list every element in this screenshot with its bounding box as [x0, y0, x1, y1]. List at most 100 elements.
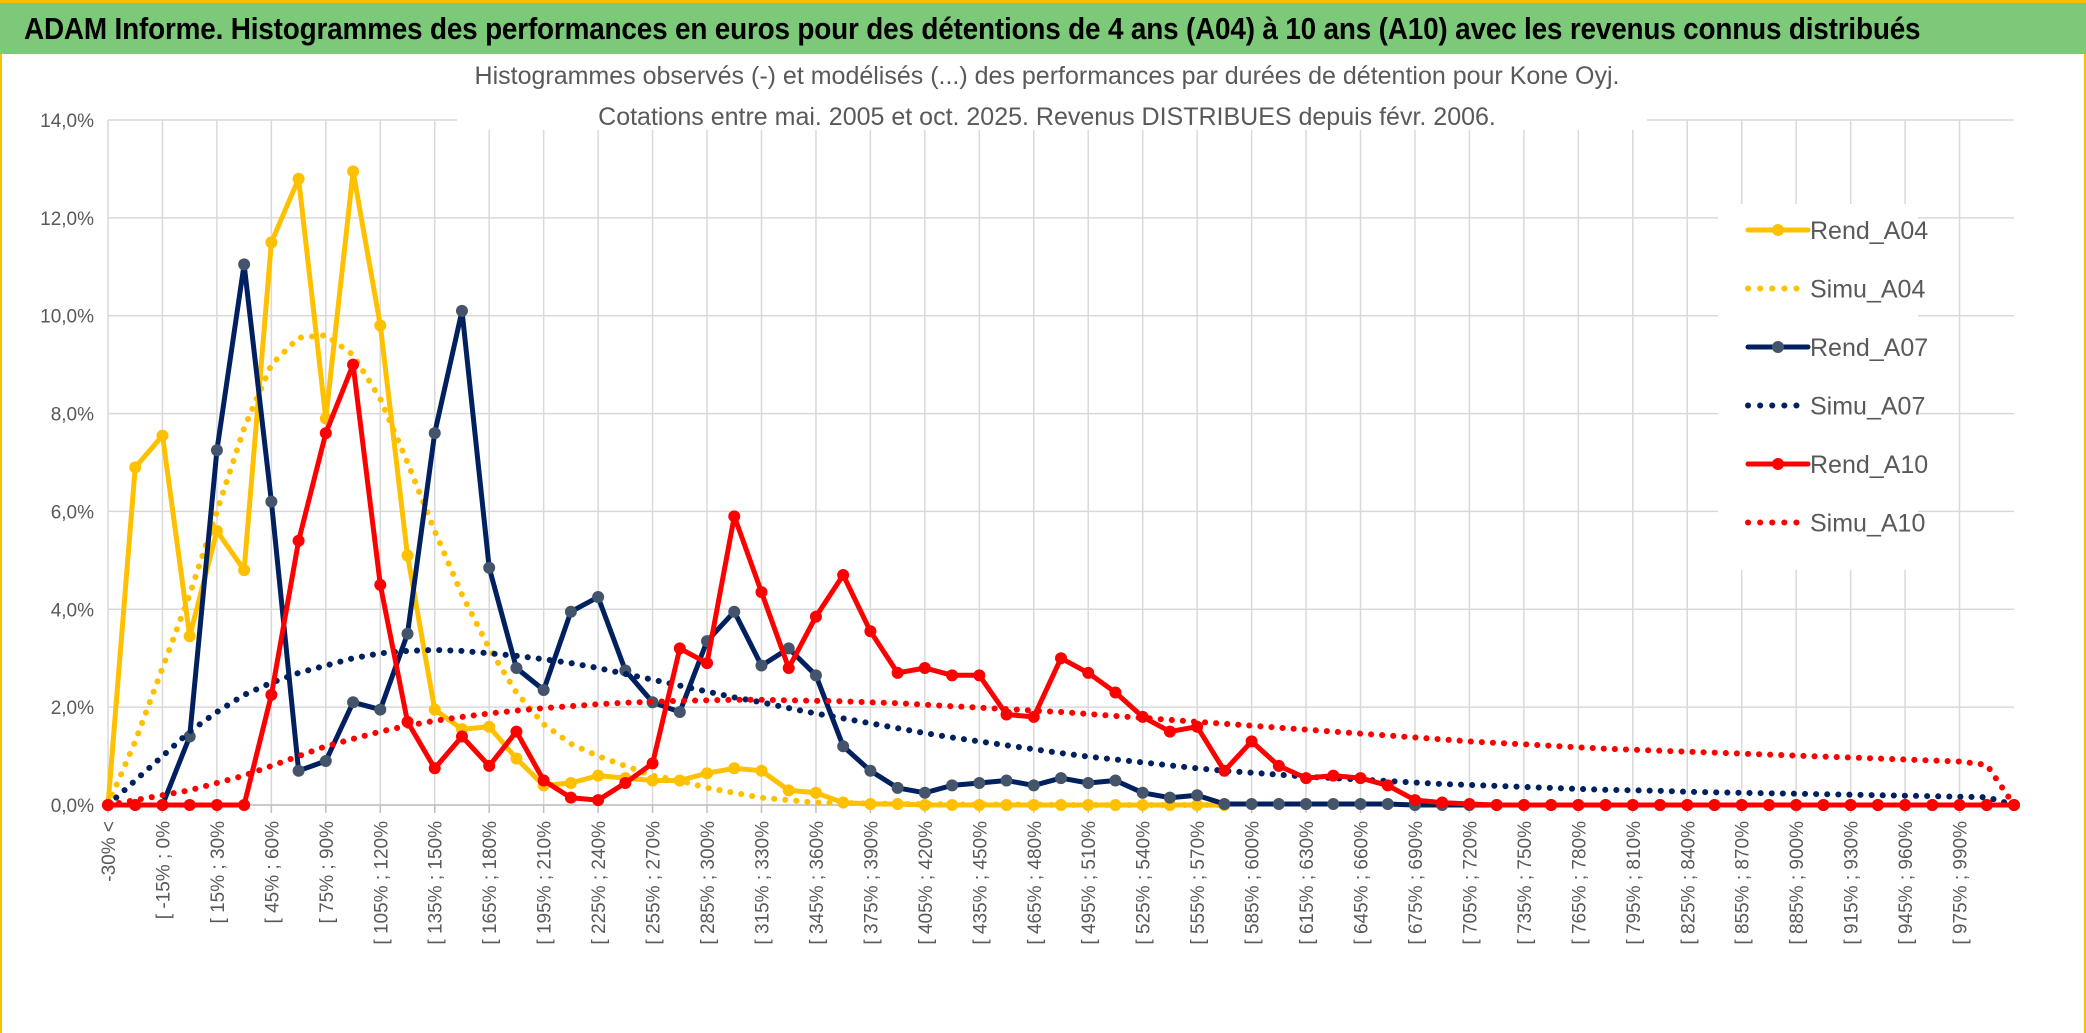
- x-tick-label: [ 135% ; 150%: [426, 821, 447, 945]
- y-tick-label: 12,0%: [40, 209, 94, 230]
- point-rend_a10: [319, 427, 332, 440]
- point-rend_a10: [1463, 798, 1476, 811]
- report-title: ADAM Informe. Histogrammes des performan…: [24, 11, 1921, 46]
- x-tick-label: [ 225% ; 240%: [589, 821, 610, 945]
- y-tick-label: 10,0%: [40, 307, 94, 328]
- x-tick-label: -30% <: [99, 821, 120, 882]
- x-tick-label: [ 495% ; 510%: [1079, 821, 1100, 945]
- point-rend_a10: [1762, 799, 1775, 811]
- point-rend_a07: [1300, 798, 1313, 811]
- point-rend_a10: [1109, 686, 1122, 699]
- point-rend_a10: [809, 610, 822, 623]
- point-rend_a10: [1354, 772, 1367, 785]
- point-rend_a10: [483, 759, 496, 772]
- x-tick-label: [ 255% ; 270%: [644, 821, 665, 945]
- point-rend_a07: [483, 561, 496, 574]
- report-banner: ADAM Informe. Histogrammes des performan…: [0, 0, 2086, 54]
- point-rend_a07: [918, 786, 931, 799]
- point-rend_a10: [1735, 799, 1748, 811]
- point-rend_a07: [510, 662, 523, 674]
- point-rend_a10: [1300, 772, 1313, 785]
- point-rend_a07: [1136, 786, 1149, 799]
- x-tick-label: [ 555% ; 570%: [1188, 821, 1209, 945]
- x-tick-label: [ 705% ; 720%: [1460, 821, 1481, 945]
- point-rend_a07: [837, 740, 850, 753]
- x-tick-label: [ 465% ; 480%: [1025, 821, 1046, 945]
- x-tick-label: [ 105% ; 120%: [371, 821, 392, 945]
- legend-marker-rend_a07: [1772, 341, 1784, 353]
- point-rend_a10: [1790, 799, 1803, 811]
- point-rend_a07: [973, 776, 986, 789]
- point-rend_a10: [347, 358, 360, 371]
- point-rend_a10: [1272, 759, 1285, 772]
- x-tick-label: [ 765% ; 780%: [1569, 821, 1590, 945]
- point-rend_a10: [1381, 779, 1394, 792]
- point-rend_a10: [1218, 764, 1231, 777]
- point-rend_a07: [428, 427, 441, 440]
- x-tick-label: [ 795% ; 810%: [1624, 821, 1645, 945]
- point-rend_a04: [183, 630, 196, 643]
- series-line-simu_a10: [105, 696, 2017, 808]
- legend-label-rend_a04: Rend_A04: [1810, 217, 1928, 245]
- y-tick-label: 2,0%: [51, 698, 94, 719]
- point-rend_a10: [1327, 769, 1340, 782]
- point-rend_a07: [319, 754, 332, 767]
- x-tick-label: [ -15% ; 0%: [153, 821, 174, 919]
- legend-label-simu_a07: Simu_A07: [1810, 393, 1925, 421]
- y-tick-label: 8,0%: [51, 405, 94, 426]
- chart-subtitle: Cotations entre mai. 2005 et oct. 2025. …: [598, 103, 1496, 131]
- point-rend_a04: [156, 429, 169, 442]
- x-tick-label: [ 585% ; 600%: [1243, 821, 1264, 945]
- point-rend_a10: [2008, 799, 2020, 811]
- point-rend_a10: [564, 791, 577, 804]
- point-rend_a07: [1245, 798, 1258, 811]
- x-tick-label: [ 405% ; 420%: [916, 821, 937, 945]
- series-line-simu_a04: [105, 332, 1228, 808]
- point-rend_a10: [1572, 799, 1585, 811]
- point-rend_a07: [1082, 776, 1095, 789]
- point-rend_a10: [1871, 799, 1884, 811]
- point-rend_a04: [701, 767, 714, 780]
- point-rend_a07: [891, 781, 904, 794]
- point-rend_a10: [891, 666, 904, 679]
- y-tick-label: 14,0%: [40, 111, 94, 132]
- point-rend_a10: [455, 730, 468, 743]
- x-tick-label: [ 855% ; 870%: [1733, 821, 1754, 945]
- point-rend_a10: [1926, 799, 1939, 811]
- legend-marker-rend_a04: [1772, 224, 1784, 236]
- point-rend_a07: [347, 696, 360, 709]
- point-rend_a07: [238, 258, 251, 271]
- y-tick-label: 4,0%: [51, 600, 94, 621]
- series-line-simu_a07: [105, 646, 2017, 808]
- point-rend_a10: [510, 725, 523, 738]
- point-rend_a07: [946, 779, 959, 792]
- point-rend_a04: [755, 764, 768, 777]
- histogram-chart: 0,0% 2,0% 4,0% 6,0% 8,0% 10,0% 12,0% 14,0% -30% …: [40, 58, 2020, 945]
- point-rend_a10: [701, 657, 714, 670]
- point-rend_a10: [238, 799, 251, 811]
- point-rend_a07: [564, 605, 577, 618]
- point-rend_a10: [918, 662, 931, 674]
- point-rend_a07: [728, 605, 741, 618]
- point-rend_a10: [837, 569, 850, 582]
- point-rend_a04: [483, 720, 496, 733]
- point-rend_a07: [265, 495, 278, 508]
- point-rend_a07: [592, 591, 605, 604]
- x-tick-label: [ 945% ; 960%: [1896, 821, 1917, 945]
- point-rend_a07: [864, 764, 877, 777]
- point-rend_a10: [782, 662, 795, 674]
- point-rend_a04: [728, 762, 741, 775]
- point-rend_a10: [973, 669, 986, 682]
- point-rend_a07: [1109, 774, 1122, 787]
- x-tick-label: [ 525% ; 540%: [1134, 821, 1155, 945]
- point-rend_a10: [1082, 666, 1095, 679]
- point-rend_a04: [782, 784, 795, 797]
- point-rend_a07: [210, 444, 223, 457]
- y-tick-label: 0,0%: [51, 796, 94, 817]
- point-rend_a10: [265, 688, 278, 701]
- x-tick-label: [ 315% ; 330%: [752, 821, 773, 945]
- x-tick-label: [ 195% ; 210%: [535, 821, 556, 945]
- point-rend_a07: [292, 764, 305, 777]
- point-rend_a10: [1626, 799, 1639, 811]
- point-rend_a10: [1681, 799, 1694, 811]
